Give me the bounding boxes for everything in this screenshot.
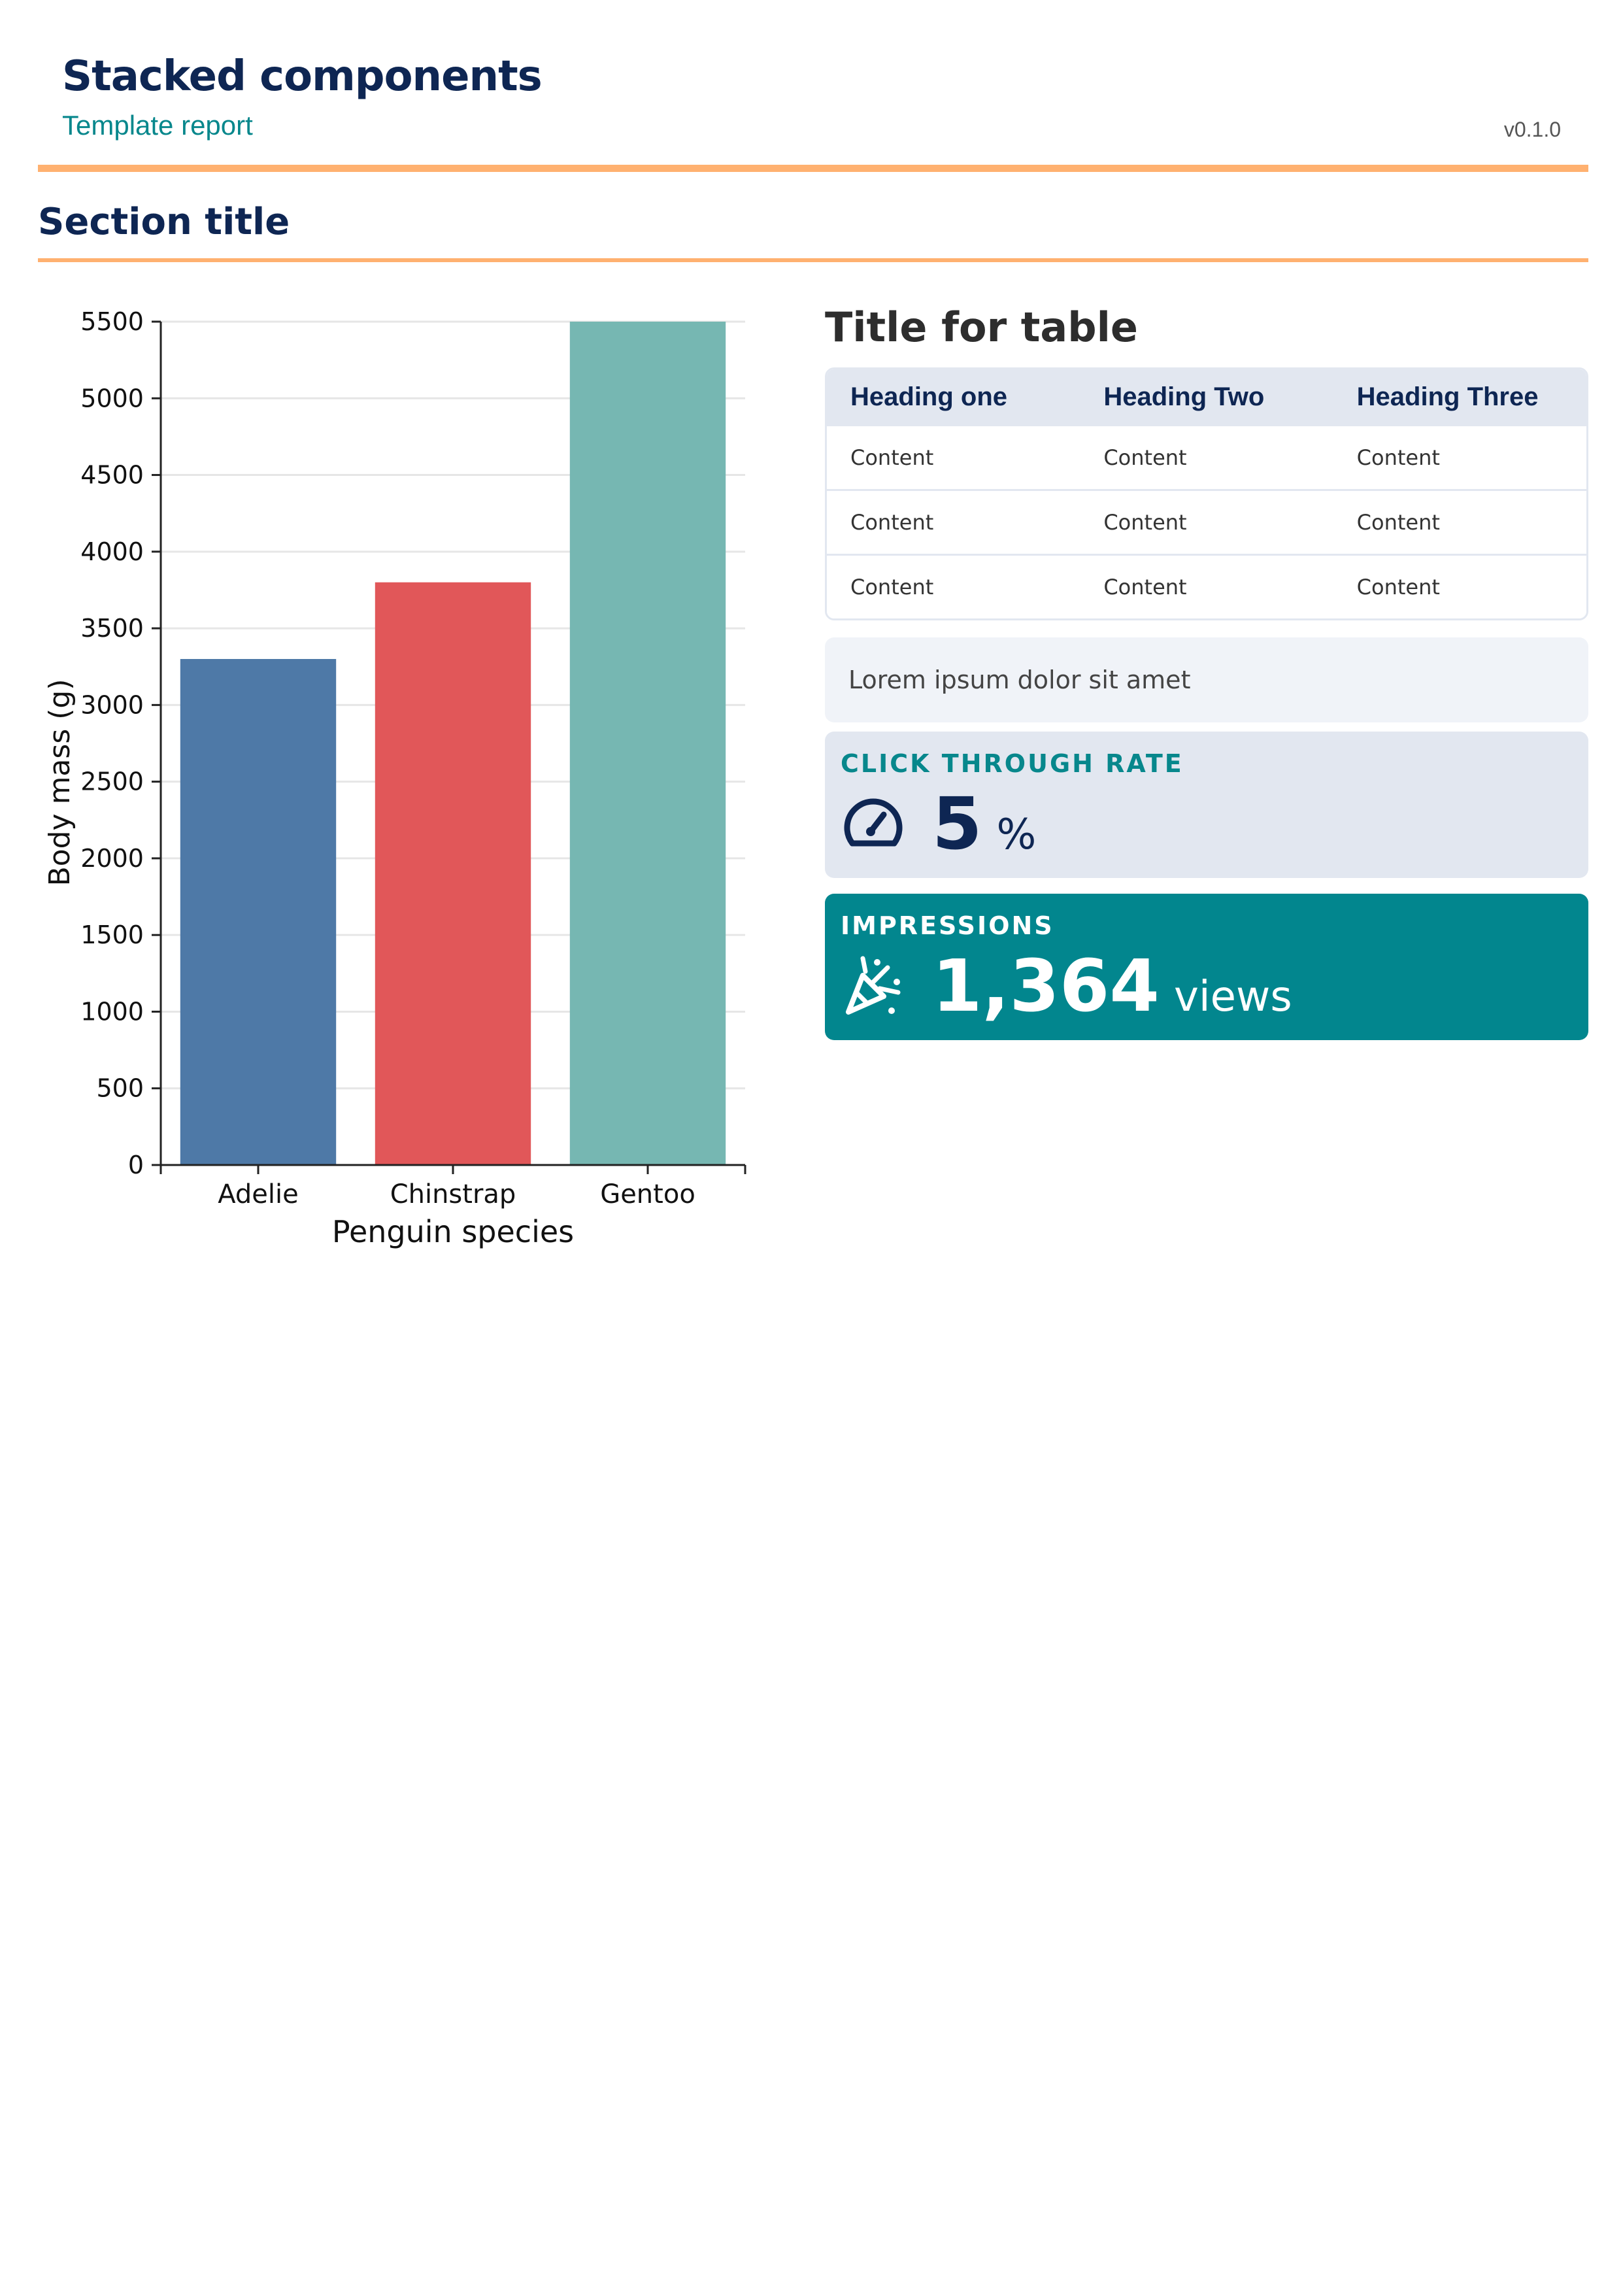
y-tick-label: 0	[128, 1151, 144, 1179]
kpi-unit: views	[1173, 973, 1292, 1021]
bar-chart: 0 500 1000 1500 2000 2500 3000 3500 4000 4500 5000…	[38, 288, 770, 1255]
y-tick-label: 1000	[80, 997, 144, 1026]
kpi-value: 5	[932, 782, 982, 866]
table-cell: Content	[1103, 510, 1187, 535]
note-text: Lorem ipsum dolor sit amet	[848, 666, 1191, 694]
table-cell: Content	[850, 575, 934, 599]
x-tick-label: Gentoo	[600, 1179, 695, 1209]
table-cell: Content	[850, 510, 934, 535]
kpi-label: CLICK THROUGH RATE	[841, 749, 1184, 778]
y-tick-label: 4500	[80, 461, 144, 490]
y-tick-label: 2000	[80, 844, 144, 873]
table-cell: Content	[850, 445, 934, 470]
section-title: Section title	[38, 201, 290, 243]
y-tick-label: 2500	[80, 768, 144, 796]
kpi-value: 1,364	[932, 944, 1160, 1028]
bar-adelie	[180, 659, 337, 1165]
table-cell: Content	[1103, 445, 1187, 470]
table-cell: Content	[1356, 445, 1440, 470]
report-title: Stacked components	[62, 52, 543, 101]
y-tick-label: 4000	[80, 537, 144, 566]
table-cell: Content	[1103, 575, 1187, 599]
table-header-cell: Heading Three	[1356, 382, 1539, 411]
table-row: Content Content Content	[827, 489, 1586, 554]
section-divider	[38, 258, 1588, 262]
x-axis-label: Penguin species	[332, 1214, 574, 1249]
y-tick-label: 5500	[80, 307, 144, 336]
y-tick-label: 3000	[80, 690, 144, 719]
y-tick-label: 500	[96, 1074, 144, 1103]
bar-gentoo	[569, 322, 726, 1165]
x-tick-label: Adelie	[218, 1179, 299, 1209]
header-divider	[38, 165, 1588, 172]
y-tick-label: 5000	[80, 384, 144, 413]
bar-chinstrap	[375, 582, 531, 1165]
table-title: Title for table	[825, 303, 1138, 351]
right-column: Title for table Heading one Heading Two …	[825, 307, 1588, 1040]
table-header-cell: Heading one	[850, 382, 1008, 411]
note-callout: Lorem ipsum dolor sit amet	[825, 637, 1588, 722]
table-cell: Content	[1356, 575, 1440, 599]
gauge-icon	[844, 798, 903, 847]
table-header-cell: Heading Two	[1103, 382, 1265, 411]
kpi-label: IMPRESSIONS	[841, 911, 1054, 940]
x-tick-label: Chinstrap	[390, 1179, 516, 1209]
table-header-row: Heading one Heading Two Heading Three	[827, 369, 1586, 424]
report-header: Stacked components Template report v0.1.…	[62, 52, 1561, 141]
kpi-card-click-through-rate: CLICK THROUGH RATE 5 %	[825, 732, 1588, 878]
version-label: v0.1.0	[1503, 118, 1561, 141]
table-cell: Content	[1356, 510, 1440, 535]
y-tick-label: 1500	[80, 920, 144, 949]
bar-chart-svg: 0 500 1000 1500 2000 2500 3000 3500 4000 4500 5000…	[43, 307, 746, 1249]
y-tick-label: 3500	[80, 614, 144, 643]
table-row: Content Content Content	[827, 554, 1586, 618]
table-row: Content Content Content	[827, 424, 1586, 489]
report-subtitle: Template report	[62, 110, 253, 141]
content-table: Heading one Heading Two Heading Three Co…	[825, 367, 1588, 620]
party-popper-icon	[846, 956, 901, 1015]
kpi-card-impressions: IMPRESSIONS 1,364 views	[825, 894, 1588, 1040]
y-axis-label: Body mass (g)	[43, 679, 76, 886]
kpi-unit: %	[996, 811, 1037, 859]
